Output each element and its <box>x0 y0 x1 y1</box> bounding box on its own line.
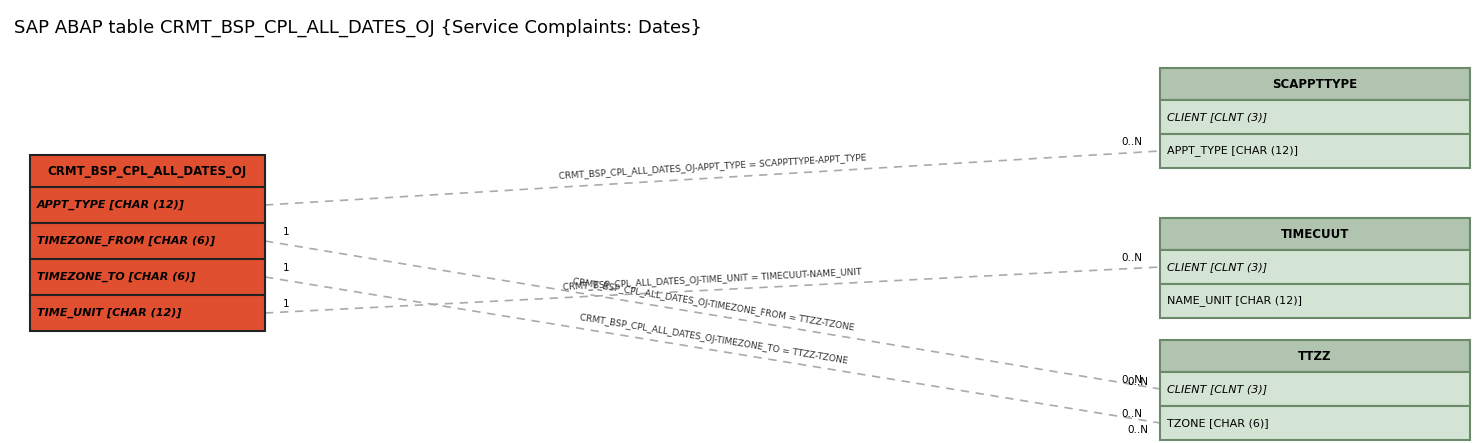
Text: TIMECUUT: TIMECUUT <box>1281 228 1349 241</box>
Text: CRMT_BSP_CPL_ALL_DATES_OJ-TIME_UNIT = TIMECUUT-NAME_UNIT: CRMT_BSP_CPL_ALL_DATES_OJ-TIME_UNIT = TI… <box>562 267 862 291</box>
Text: CRMT_BSP_CPL_ALL_DATES_OJ-TIMEZONE_FROM = TTZZ-TZONE: CRMT_BSP_CPL_ALL_DATES_OJ-TIMEZONE_FROM … <box>571 277 855 332</box>
Bar <box>1160 250 1471 284</box>
Bar <box>30 295 266 331</box>
Text: 1: 1 <box>283 263 289 273</box>
Text: CLIENT [CLNT (3)]: CLIENT [CLNT (3)] <box>1166 262 1267 272</box>
Text: NAME_UNIT [CHAR (12)]: NAME_UNIT [CHAR (12)] <box>1166 295 1301 307</box>
Text: CRMT_BSP_CPL_ALL_DATES_OJ-APPT_TYPE = SCAPPTTYPE-APPT_TYPE: CRMT_BSP_CPL_ALL_DATES_OJ-APPT_TYPE = SC… <box>558 154 867 181</box>
Text: CLIENT [CLNT (3)]: CLIENT [CLNT (3)] <box>1166 384 1267 394</box>
Bar <box>1160 100 1471 134</box>
Bar <box>30 259 266 295</box>
Text: 1: 1 <box>283 299 289 309</box>
Bar <box>1160 340 1471 372</box>
Text: CLIENT [CLNT (3)]: CLIENT [CLNT (3)] <box>1166 112 1267 122</box>
Bar <box>1160 68 1471 100</box>
Bar <box>1160 134 1471 168</box>
Text: CRMT_BSP_CPL_ALL_DATES_OJ: CRMT_BSP_CPL_ALL_DATES_OJ <box>47 164 248 178</box>
Text: 0..N: 0..N <box>1120 375 1143 385</box>
Bar <box>1160 218 1471 250</box>
Text: SCAPPTTYPE: SCAPPTTYPE <box>1272 78 1358 90</box>
Text: TZONE [CHAR (6)]: TZONE [CHAR (6)] <box>1166 418 1269 428</box>
Text: APPT_TYPE [CHAR (12)]: APPT_TYPE [CHAR (12)] <box>1166 146 1298 156</box>
Text: TTZZ: TTZZ <box>1298 350 1331 362</box>
Text: 1: 1 <box>283 227 289 237</box>
Text: 0..N: 0..N <box>1120 253 1143 263</box>
Text: 0..N: 0..N <box>1126 377 1149 387</box>
Bar <box>1160 284 1471 318</box>
Text: CRMT_BSP_CPL_ALL_DATES_OJ-TIMEZONE_TO = TTZZ-TZONE: CRMT_BSP_CPL_ALL_DATES_OJ-TIMEZONE_TO = … <box>579 313 847 366</box>
Text: APPT_TYPE [CHAR (12)]: APPT_TYPE [CHAR (12)] <box>37 200 186 210</box>
Text: TIMEZONE_TO [CHAR (6)]: TIMEZONE_TO [CHAR (6)] <box>37 272 196 282</box>
Text: SAP ABAP table CRMT_BSP_CPL_ALL_DATES_OJ {Service Complaints: Dates}: SAP ABAP table CRMT_BSP_CPL_ALL_DATES_OJ… <box>13 19 702 37</box>
Bar <box>30 187 266 223</box>
Text: 0..N: 0..N <box>1126 425 1149 435</box>
Bar <box>1160 372 1471 406</box>
Text: TIMEZONE_FROM [CHAR (6)]: TIMEZONE_FROM [CHAR (6)] <box>37 236 215 246</box>
Bar <box>30 223 266 259</box>
Bar <box>1160 406 1471 440</box>
Text: 0..N: 0..N <box>1120 409 1143 419</box>
Text: TIME_UNIT [CHAR (12)]: TIME_UNIT [CHAR (12)] <box>37 308 181 318</box>
Bar <box>30 155 266 187</box>
Text: 0..N: 0..N <box>1120 137 1143 147</box>
